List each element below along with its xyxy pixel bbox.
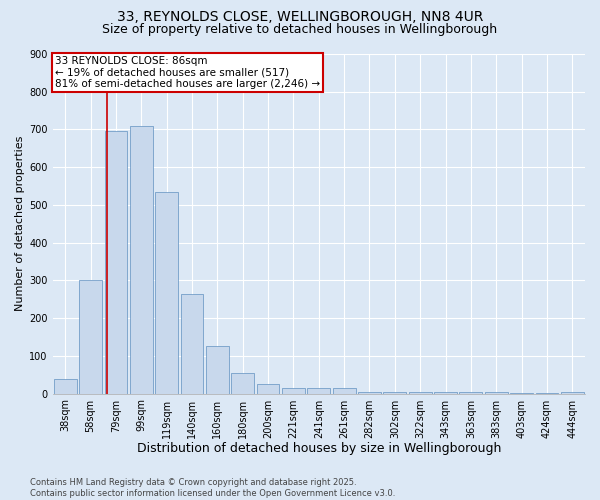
- Bar: [231, 373, 254, 394]
- Bar: [104, 132, 127, 394]
- Bar: [307, 388, 330, 394]
- Text: 33, REYNOLDS CLOSE, WELLINGBOROUGH, NN8 4UR: 33, REYNOLDS CLOSE, WELLINGBOROUGH, NN8 …: [117, 10, 483, 24]
- X-axis label: Distribution of detached houses by size in Wellingborough: Distribution of detached houses by size …: [137, 442, 501, 455]
- Bar: [510, 393, 533, 394]
- Bar: [536, 393, 559, 394]
- Bar: [155, 192, 178, 394]
- Text: Contains HM Land Registry data © Crown copyright and database right 2025.
Contai: Contains HM Land Registry data © Crown c…: [30, 478, 395, 498]
- Text: Size of property relative to detached houses in Wellingborough: Size of property relative to detached ho…: [103, 22, 497, 36]
- Bar: [561, 392, 584, 394]
- Bar: [130, 126, 152, 394]
- Bar: [383, 392, 406, 394]
- Bar: [206, 346, 229, 394]
- Bar: [181, 294, 203, 394]
- Bar: [282, 388, 305, 394]
- Bar: [460, 392, 482, 394]
- Bar: [358, 392, 381, 394]
- Bar: [333, 388, 356, 394]
- Bar: [54, 378, 77, 394]
- Y-axis label: Number of detached properties: Number of detached properties: [15, 136, 25, 312]
- Bar: [434, 392, 457, 394]
- Bar: [485, 392, 508, 394]
- Bar: [257, 384, 280, 394]
- Text: 33 REYNOLDS CLOSE: 86sqm
← 19% of detached houses are smaller (517)
81% of semi-: 33 REYNOLDS CLOSE: 86sqm ← 19% of detach…: [55, 56, 320, 89]
- Bar: [79, 280, 102, 394]
- Bar: [409, 392, 431, 394]
